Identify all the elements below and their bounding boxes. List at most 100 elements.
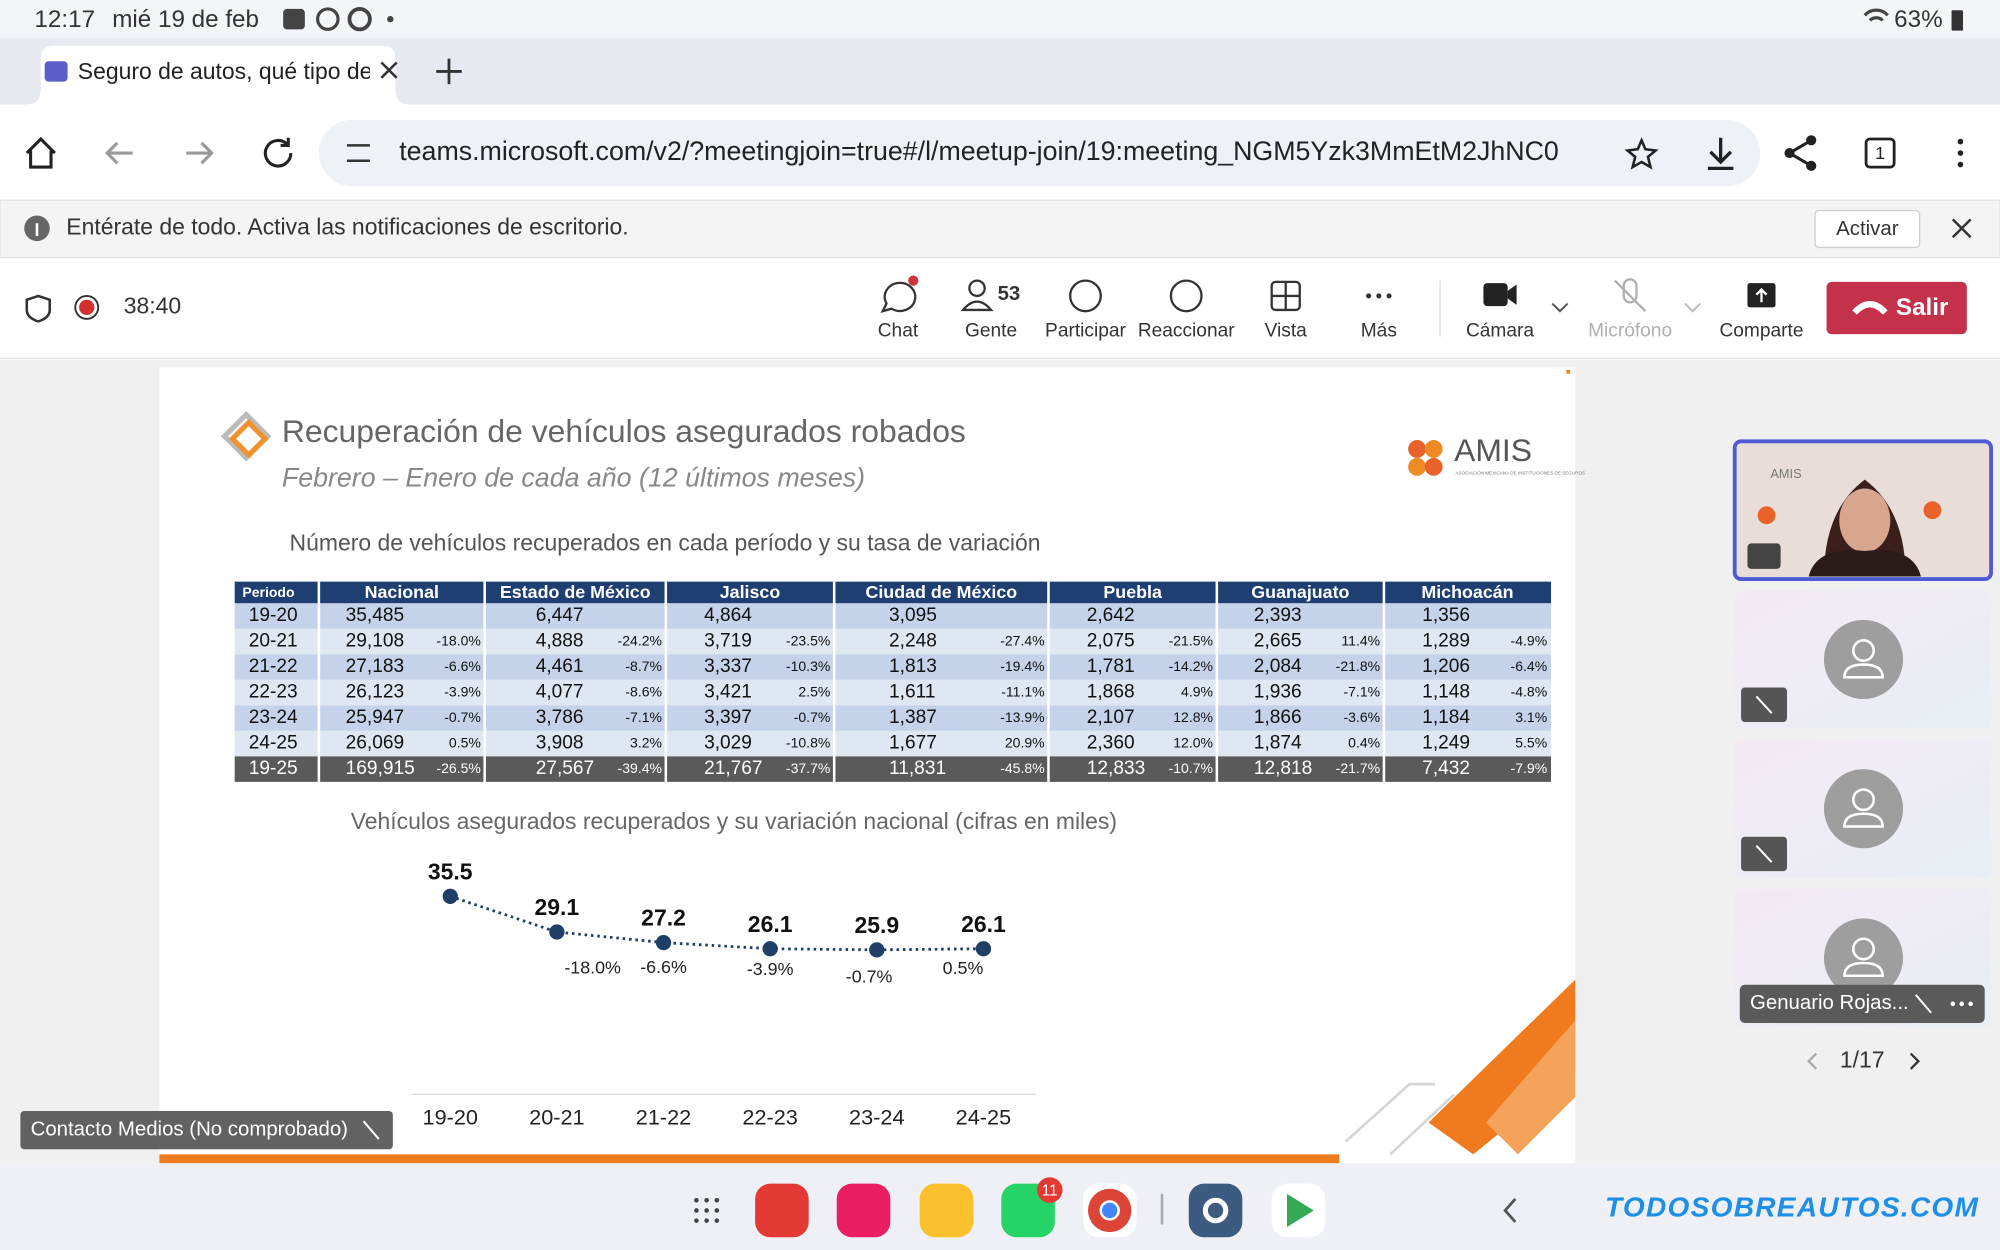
value-cell: 35,485 bbox=[346, 605, 405, 626]
meeting-toolbar bbox=[0, 258, 2000, 359]
variation-cell: 12.0% bbox=[1173, 734, 1213, 750]
variation-cell: -39.4% bbox=[618, 760, 662, 776]
app-drawer[interactable] bbox=[694, 1197, 699, 1203]
variation-label: -0.7% bbox=[846, 967, 893, 987]
value-cell: 1,206 bbox=[1422, 656, 1470, 677]
tab-switcher[interactable] bbox=[1864, 137, 1896, 169]
value-label: 35.5 bbox=[428, 858, 473, 884]
video-background-text: AMIS bbox=[1770, 466, 1801, 481]
value-cell: 12,833 bbox=[1087, 758, 1146, 779]
prev-page[interactable] bbox=[1807, 1052, 1818, 1070]
value-cell: 3,719 bbox=[704, 631, 752, 652]
app-icon[interactable] bbox=[1188, 1183, 1243, 1238]
mic-options[interactable] bbox=[1684, 302, 1701, 313]
variation-cell: -3.9% bbox=[444, 683, 481, 699]
value-cell: 27,183 bbox=[346, 656, 405, 677]
menu-button bbox=[1957, 161, 1964, 168]
toolbar-icon bbox=[1069, 279, 1102, 313]
activate-button[interactable] bbox=[1814, 209, 1921, 249]
amis-logo-mark bbox=[1424, 440, 1443, 458]
toolbar-icon bbox=[968, 279, 986, 298]
variation-cell: -45.8% bbox=[1000, 760, 1044, 776]
toolbar-label: Reaccionar bbox=[1138, 321, 1235, 342]
muted-icon bbox=[362, 1120, 380, 1140]
address-bar[interactable] bbox=[318, 119, 1761, 187]
variation-cell: -26.5% bbox=[436, 760, 480, 776]
back-button[interactable] bbox=[104, 141, 133, 165]
app-icon[interactable] bbox=[836, 1183, 891, 1238]
avatar-icon bbox=[1852, 788, 1875, 812]
variation-cell: -14.2% bbox=[1169, 658, 1213, 674]
variation-cell: -7.1% bbox=[625, 709, 662, 725]
tab-count: 1 bbox=[1875, 143, 1885, 163]
table-row bbox=[234, 705, 1552, 731]
toolbar-label: Participar bbox=[1045, 321, 1126, 342]
forward-button[interactable] bbox=[186, 141, 214, 165]
reload-button[interactable] bbox=[263, 137, 293, 168]
app-icon[interactable] bbox=[919, 1183, 974, 1238]
home-button[interactable] bbox=[25, 136, 56, 169]
variation-cell: 3.2% bbox=[630, 734, 662, 750]
next-page[interactable] bbox=[1909, 1052, 1920, 1070]
status-icon bbox=[316, 7, 340, 31]
variation-cell: -11.1% bbox=[1001, 683, 1044, 699]
toolbar-icon bbox=[1169, 279, 1203, 313]
badge-count: 11 bbox=[1042, 1182, 1058, 1199]
toolbar-label: Gente bbox=[965, 321, 1017, 342]
value-cell: 3,029 bbox=[704, 733, 752, 754]
value-cell: 21,767 bbox=[704, 758, 763, 779]
table-row bbox=[234, 628, 1552, 655]
period-cell: 19-25 bbox=[249, 758, 298, 779]
status-icon bbox=[283, 8, 305, 30]
wifi-icon bbox=[1863, 8, 1889, 22]
value-cell: 3,337 bbox=[704, 656, 752, 677]
toolbar-label: Más bbox=[1361, 321, 1397, 342]
table-header-cell: Estado de México bbox=[500, 582, 651, 602]
toolbar-icon bbox=[1755, 287, 1768, 303]
watermark: TODOSOBREAUTOS.COM bbox=[1605, 1192, 1979, 1223]
slide-footer-bar bbox=[159, 1154, 1340, 1164]
table-row bbox=[234, 730, 1552, 757]
site-info-icon[interactable] bbox=[346, 144, 370, 162]
nav-back[interactable] bbox=[1503, 1198, 1517, 1223]
menu-button[interactable] bbox=[1957, 138, 1964, 145]
slide-decoration bbox=[1344, 1082, 1455, 1156]
active-tab[interactable] bbox=[25, 45, 411, 105]
toolbar-icon bbox=[1366, 293, 1372, 299]
camera-options[interactable] bbox=[1551, 302, 1569, 313]
amis-logo-mark bbox=[1408, 457, 1427, 476]
value-cell: 2,084 bbox=[1254, 656, 1302, 677]
leave-button[interactable] bbox=[1826, 281, 1967, 335]
variation-cell: -7.9% bbox=[1511, 760, 1548, 776]
bookmark-star[interactable] bbox=[1624, 137, 1659, 170]
x-tick-label: 19-20 bbox=[423, 1104, 478, 1129]
status-date: mié 19 de feb bbox=[112, 6, 259, 33]
tab-close[interactable] bbox=[380, 61, 398, 79]
share-button bbox=[1784, 147, 1795, 159]
table-header bbox=[234, 581, 1552, 604]
notification-close[interactable] bbox=[1951, 218, 1972, 239]
more-options bbox=[1968, 1001, 1973, 1007]
app-drawer bbox=[704, 1208, 709, 1213]
status-bar bbox=[0, 0, 2000, 39]
app-icon bbox=[1286, 1193, 1314, 1228]
period-cell: 22-23 bbox=[249, 682, 298, 703]
table-header-cell: Nacional bbox=[365, 582, 439, 602]
download-button[interactable] bbox=[1707, 137, 1734, 171]
value-cell: 4,864 bbox=[704, 605, 752, 626]
leave-label: Salir bbox=[1896, 294, 1949, 321]
variation-cell: -13.9% bbox=[1000, 709, 1044, 725]
value-cell: 11,831 bbox=[889, 758, 946, 779]
teams-favicon bbox=[44, 61, 68, 82]
more-options[interactable] bbox=[1950, 1001, 1956, 1007]
new-tab[interactable] bbox=[436, 58, 462, 85]
more-options bbox=[1959, 1001, 1965, 1007]
table-row bbox=[234, 654, 1552, 680]
app-icon[interactable] bbox=[755, 1183, 809, 1238]
variation-cell: -4.9% bbox=[1511, 632, 1548, 648]
variation-cell: 20.9% bbox=[1005, 734, 1045, 750]
value-cell: 2,393 bbox=[1254, 605, 1302, 626]
value-cell: 6,447 bbox=[536, 605, 584, 626]
table-row bbox=[234, 603, 1552, 629]
amis-logo-mark bbox=[1424, 457, 1443, 476]
